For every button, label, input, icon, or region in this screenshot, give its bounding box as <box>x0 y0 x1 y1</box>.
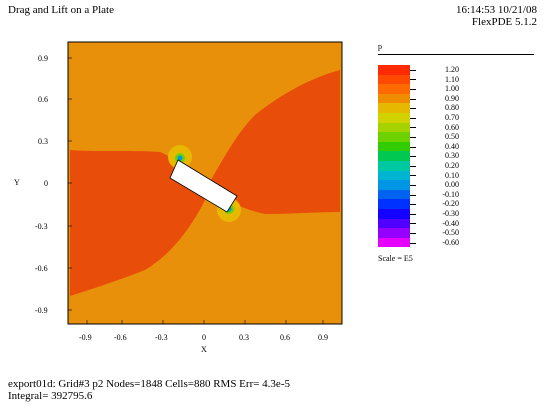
legend-tick <box>410 117 416 119</box>
legend-swatch <box>378 180 410 190</box>
legend-swatch <box>378 161 410 171</box>
legend-tick <box>410 223 416 225</box>
legend-tick <box>410 89 416 90</box>
legend-swatch <box>378 141 410 152</box>
legend-label: 0.80 <box>445 103 459 113</box>
x-tick-label: -0.9 <box>79 333 92 342</box>
legend-tick <box>410 137 416 138</box>
plate <box>169 159 238 213</box>
legend-swatch <box>378 103 410 113</box>
x-tick-label: 0 <box>202 333 206 342</box>
high-pressure-region-right <box>205 70 340 214</box>
legend-swatch <box>378 122 410 133</box>
legend-swatch <box>378 209 410 219</box>
grid-info: export01d: Grid#3 p2 Nodes=1848 Cells=88… <box>8 378 290 390</box>
legend-label: 0.40 <box>445 141 459 151</box>
x-tick-label: -0.6 <box>114 333 127 342</box>
legend-swatch <box>378 113 410 123</box>
legend-label: 0.00 <box>445 180 459 190</box>
y-axis-ticks <box>68 57 72 311</box>
legend-label: -0.20 <box>442 199 459 209</box>
y-tick-label: -0.3 <box>35 222 48 231</box>
legend-swatch <box>378 218 410 229</box>
y-tick-label: 0.6 <box>38 95 48 104</box>
x-axis-label: X <box>201 345 207 354</box>
legend-tick <box>410 165 416 167</box>
legend-tick <box>410 146 416 148</box>
legend-swatch <box>378 189 410 200</box>
legend-label: -0.10 <box>442 189 459 199</box>
y-tick-label: 0.3 <box>38 137 48 146</box>
legend-label: 0.60 <box>445 122 459 132</box>
legend-tick <box>410 79 416 81</box>
legend-tick <box>410 242 416 244</box>
legend-tick <box>410 233 416 234</box>
legend-swatch <box>378 132 410 142</box>
legend-swatch <box>378 93 410 104</box>
legend-label: 0.20 <box>445 161 459 170</box>
legend-swatch <box>378 237 410 248</box>
y-tick-label: 0 <box>44 179 48 188</box>
x-tick-label: 0.9 <box>318 333 328 342</box>
integral-value: Integral= 392795.6 <box>8 390 93 402</box>
legend-label: 1.20 <box>445 65 459 74</box>
legend-tick <box>410 213 416 215</box>
legend-swatch <box>378 170 410 181</box>
legend-rule <box>378 54 534 55</box>
legend-tick <box>410 156 416 158</box>
plot-title: Drag and Lift on a Plate <box>8 4 114 16</box>
legend-tick <box>410 175 416 177</box>
legend-label: 0.70 <box>445 113 459 122</box>
legend-label: 1.10 <box>445 74 459 84</box>
legend-scale: Scale = E5 <box>378 254 413 263</box>
legend-swatch <box>378 84 410 94</box>
legend-label: -0.50 <box>442 228 459 238</box>
x-tick-label: 0.3 <box>239 333 249 342</box>
legend-tick <box>410 127 416 129</box>
x-axis-ticks <box>86 320 324 324</box>
y-tick-label: -0.6 <box>35 264 48 273</box>
legend-label: 0.10 <box>445 170 459 180</box>
legend-swatch <box>378 228 410 238</box>
legend-tick <box>410 194 416 196</box>
legend-label: -0.40 <box>442 218 459 228</box>
legend-tick <box>410 204 416 206</box>
legend-label: 0.90 <box>445 93 459 103</box>
legend-swatch <box>378 65 410 75</box>
x-tick-label: -0.3 <box>155 333 168 342</box>
y-tick-label: 0.9 <box>38 54 48 63</box>
legend-label: -0.30 <box>442 209 459 218</box>
legend-label: 0.50 <box>445 132 459 142</box>
legend-label: 0.30 <box>445 151 459 161</box>
legend-tick <box>410 69 416 71</box>
legend-tick <box>410 108 416 110</box>
legend-variable: p <box>378 42 382 51</box>
legend-swatch <box>378 74 410 85</box>
high-pressure-region-left <box>70 150 205 296</box>
x-tick-label: 0.6 <box>280 333 290 342</box>
timestamp: 16:14:53 10/21/08 <box>456 4 537 16</box>
legend-swatch <box>378 199 410 209</box>
legend-swatch <box>378 151 410 161</box>
app-version: FlexPDE 5.1.2 <box>471 16 537 28</box>
legend-label: 1.00 <box>445 84 459 94</box>
legend-label: -0.60 <box>442 237 459 247</box>
y-axis-label: Y <box>14 178 20 187</box>
legend-tick <box>410 98 416 100</box>
legend-tick <box>410 185 416 186</box>
y-tick-label: -0.9 <box>35 306 48 315</box>
